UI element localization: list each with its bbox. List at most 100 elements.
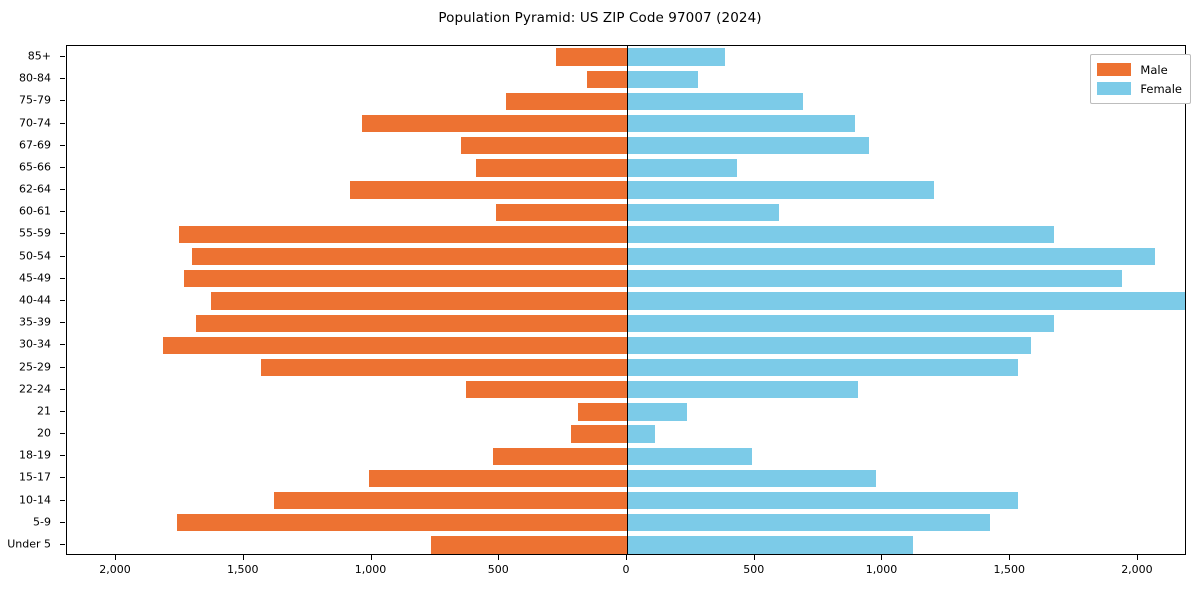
y-axis-tick-mark bbox=[60, 388, 65, 390]
pyramid-row bbox=[67, 137, 1185, 155]
pyramid-row bbox=[67, 70, 1185, 88]
bar-male[interactable] bbox=[260, 358, 627, 377]
pyramid-row bbox=[67, 447, 1185, 465]
legend-swatch-male bbox=[1097, 63, 1132, 76]
bar-female[interactable] bbox=[627, 314, 1054, 332]
pyramid-row bbox=[67, 270, 1185, 288]
bar-female[interactable] bbox=[627, 292, 1185, 310]
y-axis-tick-label: 60-61 bbox=[19, 204, 51, 218]
bar-female[interactable] bbox=[627, 159, 738, 177]
y-axis-tick-mark bbox=[60, 455, 65, 457]
bar-male[interactable] bbox=[465, 381, 627, 399]
bar-male[interactable] bbox=[191, 248, 627, 266]
bar-female[interactable] bbox=[627, 403, 688, 421]
y-axis-tick-label: 67-69 bbox=[19, 138, 51, 152]
bar-male[interactable] bbox=[362, 114, 627, 133]
bar-male[interactable] bbox=[577, 403, 627, 421]
bar-male[interactable] bbox=[431, 536, 627, 554]
pyramid-row bbox=[67, 203, 1185, 221]
y-axis-tick-mark bbox=[60, 543, 65, 545]
bar-female[interactable] bbox=[627, 469, 877, 488]
legend-item-male[interactable]: Male bbox=[1097, 60, 1182, 79]
zero-axis-line bbox=[627, 46, 628, 554]
bar-male[interactable] bbox=[350, 181, 627, 199]
y-axis-tick-label: Under 5 bbox=[7, 537, 51, 551]
pyramid-row bbox=[67, 314, 1185, 332]
x-axis-tick-mark bbox=[115, 555, 117, 560]
legend-item-female[interactable]: Female bbox=[1097, 79, 1182, 98]
x-axis-ticks: 2,000 1,500 1,000 500 0 500 1,000 1,500 2,000 bbox=[0, 555, 1200, 600]
y-axis-tick-label: 10-14 bbox=[19, 493, 51, 507]
y-axis-tick-label: 15-17 bbox=[19, 470, 51, 484]
y-axis-tick-mark bbox=[60, 211, 65, 213]
bar-male[interactable] bbox=[177, 514, 627, 532]
bar-male[interactable] bbox=[274, 491, 627, 510]
chart-title: Population Pyramid: US ZIP Code 97007 (2… bbox=[438, 10, 762, 26]
bar-male[interactable] bbox=[506, 92, 627, 111]
y-axis-tick-label: 55-59 bbox=[19, 226, 51, 240]
bar-male[interactable] bbox=[460, 137, 627, 155]
y-axis-tick-label: 75-79 bbox=[19, 93, 51, 107]
y-axis-tick-mark bbox=[60, 166, 65, 168]
pyramid-row bbox=[67, 536, 1185, 554]
y-axis-tick-label: 35-39 bbox=[19, 315, 51, 329]
bar-male[interactable] bbox=[492, 447, 627, 465]
x-axis-tick-label: 500 bbox=[743, 563, 765, 576]
bar-male[interactable] bbox=[495, 203, 627, 221]
bar-female[interactable] bbox=[627, 225, 1054, 244]
bar-male[interactable] bbox=[195, 314, 627, 332]
bar-female[interactable] bbox=[627, 137, 870, 155]
y-axis-tick-mark bbox=[60, 344, 65, 346]
bar-male[interactable] bbox=[571, 425, 627, 443]
bar-female[interactable] bbox=[627, 70, 698, 88]
bar-female[interactable] bbox=[627, 447, 753, 465]
y-axis-tick-label: 22-24 bbox=[19, 382, 51, 396]
y-axis-tick-mark bbox=[60, 144, 65, 146]
bar-female[interactable] bbox=[627, 425, 656, 443]
bar-female[interactable] bbox=[627, 381, 859, 399]
y-axis-tick-label: 25-29 bbox=[19, 360, 51, 374]
y-axis-tick-label: 20 bbox=[37, 426, 51, 440]
bar-female[interactable] bbox=[627, 491, 1018, 510]
y-axis-tick-label: 45-49 bbox=[19, 271, 51, 285]
bar-female[interactable] bbox=[627, 92, 804, 111]
bar-female[interactable] bbox=[627, 114, 856, 133]
x-axis-tick-label: 1,000 bbox=[354, 563, 387, 576]
y-axis-tick-label: 40-44 bbox=[19, 293, 51, 307]
legend-label-male: Male bbox=[1140, 62, 1168, 77]
bar-male[interactable] bbox=[184, 270, 627, 288]
chart-legend: Male Female bbox=[1090, 54, 1191, 104]
bar-female[interactable] bbox=[627, 248, 1156, 266]
bar-female[interactable] bbox=[627, 203, 780, 221]
bar-female[interactable] bbox=[627, 270, 1122, 288]
bar-female[interactable] bbox=[627, 181, 935, 199]
bar-male[interactable] bbox=[556, 48, 627, 66]
pyramid-row bbox=[67, 425, 1185, 443]
bar-male[interactable] bbox=[162, 336, 627, 354]
bar-male[interactable] bbox=[586, 70, 627, 88]
bar-male[interactable] bbox=[369, 469, 627, 488]
bar-male[interactable] bbox=[178, 225, 627, 244]
bar-female[interactable] bbox=[627, 536, 914, 554]
x-axis-tick-mark bbox=[753, 555, 755, 560]
bar-female[interactable] bbox=[627, 358, 1018, 377]
x-axis-tick-label: 1,000 bbox=[865, 563, 898, 576]
bar-female[interactable] bbox=[627, 514, 990, 532]
y-axis-tick-label: 50-54 bbox=[19, 249, 51, 263]
bar-male[interactable] bbox=[476, 159, 627, 177]
x-axis-tick-label: 1,500 bbox=[227, 563, 259, 576]
y-axis-tick-label: 21 bbox=[37, 404, 51, 418]
bar-female[interactable] bbox=[627, 336, 1031, 354]
x-axis-tick-mark bbox=[1009, 555, 1011, 560]
x-axis-tick-mark bbox=[881, 555, 883, 560]
bar-male[interactable] bbox=[211, 292, 627, 310]
pyramid-row bbox=[67, 181, 1185, 199]
pyramid-row bbox=[67, 92, 1185, 111]
x-axis-tick-mark bbox=[626, 555, 627, 560]
y-axis-tick-mark bbox=[60, 300, 65, 301]
bar-female[interactable] bbox=[627, 48, 725, 66]
y-axis-tick-mark bbox=[60, 233, 65, 235]
y-axis-tick-mark bbox=[60, 56, 65, 58]
y-axis-tick-label: 18-19 bbox=[19, 448, 51, 462]
